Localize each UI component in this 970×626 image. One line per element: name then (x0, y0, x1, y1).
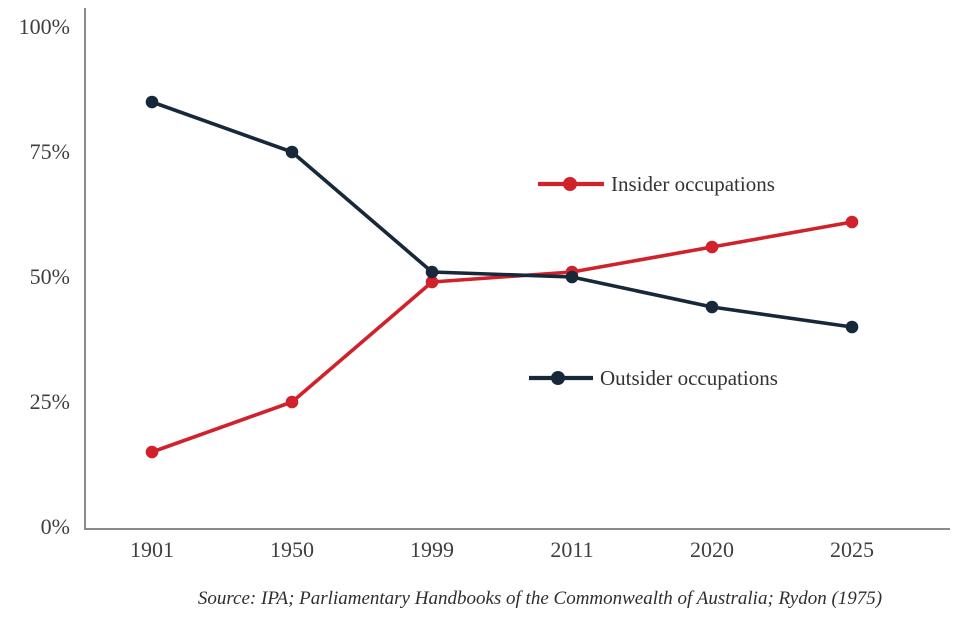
insider-occupations-point-2020 (705, 240, 719, 254)
y-axis-tick-label: 75% (29, 139, 70, 164)
outsider-legend-marker-icon (529, 371, 593, 385)
legend-insider: Insider occupations (538, 170, 775, 198)
y-axis-tick-label: 50% (29, 264, 70, 289)
insider-occupations-point-1999 (425, 275, 439, 289)
legend-insider-label: Insider occupations (611, 171, 775, 196)
x-axis-tick-label: 1999 (410, 537, 454, 562)
outsider-occupations-point-1999 (425, 265, 439, 279)
y-axis-tick-label: 0% (40, 514, 70, 539)
x-axis-tick-label: 1950 (270, 537, 314, 562)
outsider-occupations-point-2020 (705, 300, 719, 314)
outsider-occupations-line (150, 100, 854, 329)
outsider-occupations-point-2025 (845, 320, 859, 334)
x-axis-tick-label: 1901 (130, 537, 174, 562)
legend-outsider-label: Outsider occupations (600, 365, 778, 390)
x-axis-tick-label: 2025 (830, 537, 874, 562)
insider-occupations-point-1950 (285, 395, 299, 409)
insider-occupations-point-2025 (845, 215, 859, 229)
source-note: Source: IPA; Parliamentary Handbooks of … (197, 588, 883, 609)
x-axis-tick-label: 2020 (690, 537, 734, 562)
insider-occupations-point-1901 (145, 445, 159, 459)
insider-legend-marker-icon (538, 177, 604, 191)
outsider-occupations-point-1950 (285, 145, 299, 159)
y-axis-tick-label: 25% (29, 389, 70, 414)
outsider-occupations-point-1901 (145, 95, 159, 109)
insider-occupations-line (150, 220, 854, 454)
legend-outsider: Outsider occupations (529, 364, 778, 392)
x-axis-tick-label: 2011 (550, 537, 594, 562)
y-axis-tick-label: 100% (18, 14, 70, 39)
outsider-occupations-point-2011 (565, 270, 579, 284)
